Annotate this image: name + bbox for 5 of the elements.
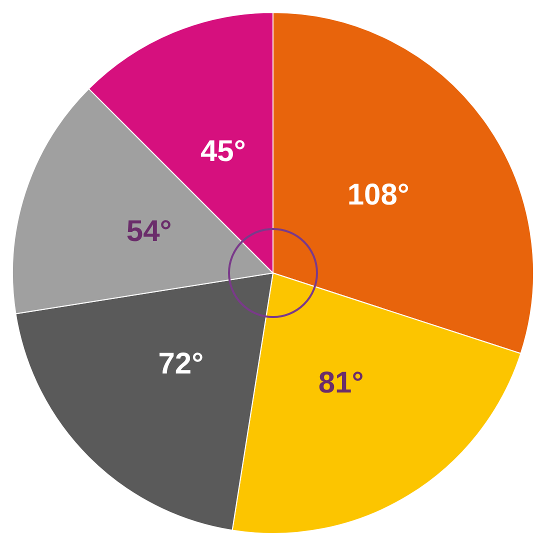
data-label: 81°	[318, 366, 364, 400]
data-label: 54°	[126, 215, 172, 248]
data-label: 45°	[200, 134, 246, 168]
data-label: 72°	[158, 347, 204, 380]
data-label: 108°	[347, 178, 410, 212]
